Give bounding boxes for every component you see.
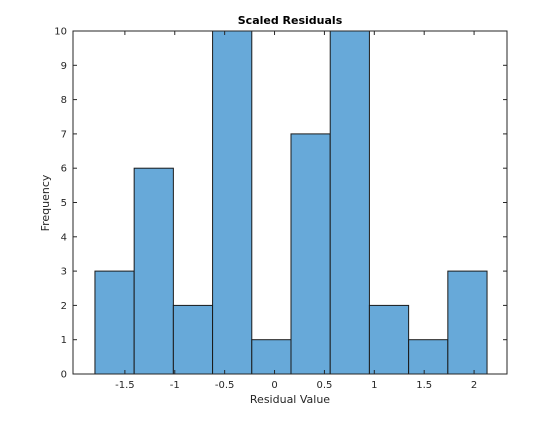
histogram-bar-10 [447, 270, 488, 375]
x-tick-label: 0 [271, 380, 277, 391]
y-tick-label: 3 [61, 267, 67, 278]
histogram-bar-9 [408, 339, 449, 375]
y-ticks-group: 0 1 2 3 4 5 6 7 8 9 10 [54, 27, 507, 381]
x-axis-label: Residual Value [250, 393, 330, 406]
y-tick-label: 8 [61, 95, 67, 106]
y-tick-label: 1 [61, 335, 67, 346]
y-tick-label: 5 [61, 198, 67, 209]
y-tick-label: 4 [61, 232, 67, 243]
x-tick-label: 1 [371, 380, 377, 391]
x-tick-label: -1.5 [115, 380, 135, 391]
histogram-bar-2 [133, 167, 174, 375]
histogram-bar-3 [172, 304, 214, 375]
bars-group [94, 30, 488, 375]
x-tick-label: -0.5 [215, 380, 235, 391]
y-tick-label: 6 [61, 164, 67, 175]
x-tick-label: 2 [471, 380, 477, 391]
x-tick-label: -1 [170, 380, 180, 391]
x-tick-label: 1.5 [416, 380, 432, 391]
y-tick-label: 9 [61, 61, 67, 72]
y-tick-label: 2 [61, 301, 67, 312]
histogram-bar-1 [94, 270, 135, 375]
histogram-bar-8 [368, 304, 410, 375]
y-tick-label: 0 [61, 370, 67, 381]
histogram-bar-4 [212, 30, 253, 375]
y-axis-label: Frequency [39, 174, 52, 231]
histogram-bar-6 [290, 133, 331, 375]
histogram-bar-5 [251, 339, 292, 375]
histogram-bar-7 [329, 30, 370, 375]
chart-title: Scaled Residuals [238, 14, 343, 27]
y-tick-label: 10 [54, 27, 67, 38]
y-tick-label: 7 [61, 129, 67, 140]
x-tick-label: 0.5 [316, 380, 332, 391]
x-ticks-group: -1.5 -1 -0.5 0 0.5 1 1.5 2 [115, 31, 477, 391]
